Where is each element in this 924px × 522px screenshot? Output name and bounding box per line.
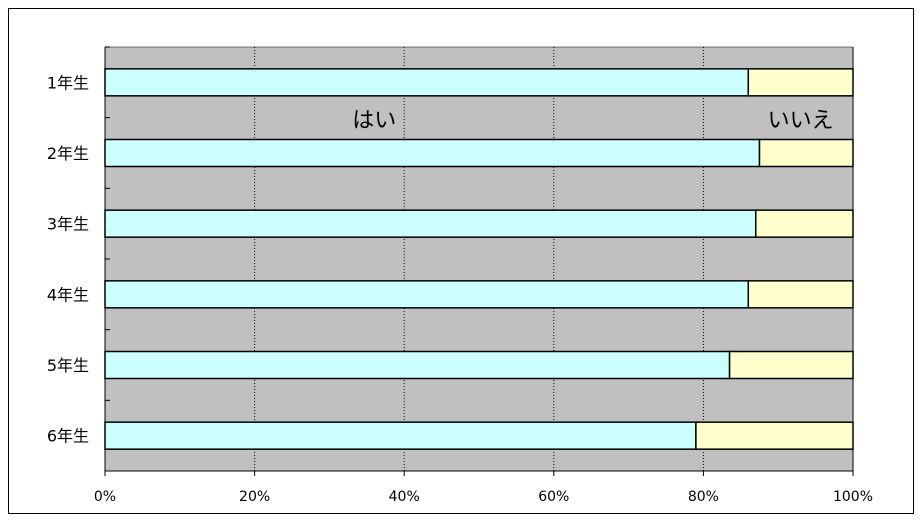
category-label: 4年生 [47, 285, 89, 304]
series-annotation: いいえ [768, 109, 834, 134]
bar-iie-6 [695, 421, 854, 450]
series-annotation: はい [352, 109, 396, 134]
bar-iie-5 [728, 350, 854, 380]
x-tick-label: 40% [389, 489, 420, 505]
plot-area [105, 47, 853, 471]
x-tick-label: 0% [94, 489, 116, 505]
axes [104, 46, 854, 476]
bar-iie-1 [747, 68, 854, 97]
category-label: 2年生 [47, 144, 89, 163]
category-label: 1年生 [47, 73, 89, 92]
bar-iie-4 [747, 280, 854, 309]
category-labels: 1年生 2年生 3年生 4年生 5年生 6年生 [47, 73, 89, 445]
bar-hai-6 [104, 421, 697, 450]
x-tick-label: 20% [239, 489, 270, 505]
tick-labels: 0% 20% 40% 60% 80% 100% [94, 489, 873, 505]
bar-hai-4 [104, 280, 750, 309]
category-label: 3年生 [47, 215, 89, 234]
bar-hai-2 [104, 138, 761, 168]
bar-iie-3 [755, 209, 854, 238]
bar-hai-5 [104, 350, 731, 380]
bars [104, 68, 854, 450]
bar-hai-3 [104, 209, 757, 238]
x-tick-label: 80% [688, 489, 719, 505]
bar-iie-2 [758, 138, 854, 168]
bar-hai-1 [104, 68, 750, 97]
annotations: はい いいえ [352, 109, 833, 134]
x-tick-label: 60% [538, 489, 569, 505]
category-label: 5年生 [47, 356, 89, 375]
category-label: 6年生 [47, 427, 89, 446]
x-tick-label: 100% [833, 489, 873, 505]
